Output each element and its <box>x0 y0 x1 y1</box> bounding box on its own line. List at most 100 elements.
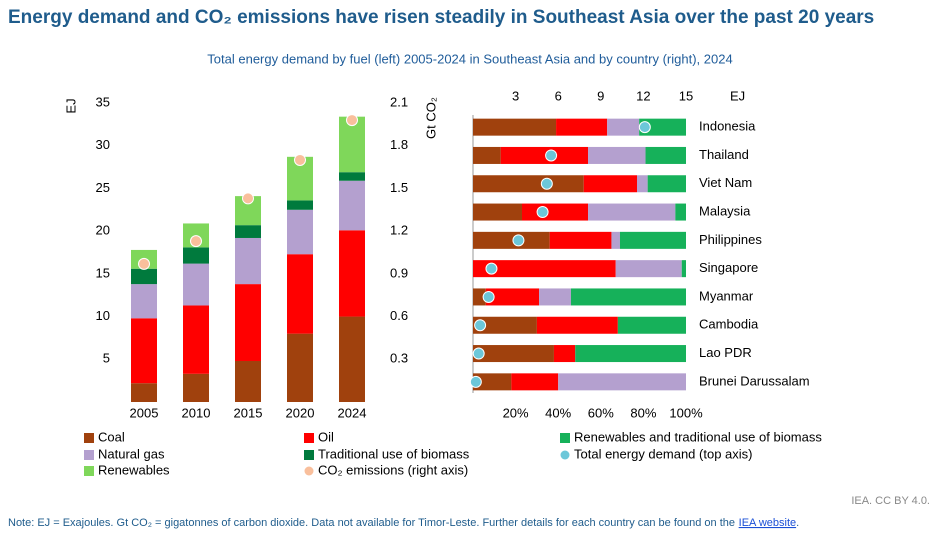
bar-segment <box>553 345 576 363</box>
x2-tick-label: 12 <box>636 88 650 103</box>
y2-tick-label: 0.6 <box>390 308 408 323</box>
bar-segment <box>521 203 589 221</box>
bar-segment <box>588 203 676 221</box>
co2-dot <box>190 235 202 248</box>
y-tick-label: 15 <box>96 265 110 280</box>
category-label: Viet Nam <box>699 175 752 190</box>
bar-segment <box>131 284 157 319</box>
bar-segment <box>647 175 686 193</box>
bar-segment <box>645 146 686 164</box>
bar-segment <box>539 288 571 306</box>
bar-segment <box>131 268 157 285</box>
bar-segment <box>287 209 313 255</box>
x2-tick-label: 6 <box>555 88 562 103</box>
x-tick-label: 2005 <box>130 405 159 420</box>
x-tick-label: 2020 <box>286 405 315 420</box>
category-label: Philippines <box>699 232 762 247</box>
demand-dot <box>482 290 495 303</box>
x-tick-label: 2010 <box>182 405 211 420</box>
category-label: Brunei Darussalam <box>699 373 810 388</box>
bar-segment <box>473 175 584 193</box>
bar-segment <box>339 230 365 317</box>
bar-segment <box>473 373 512 391</box>
bar-segment <box>473 345 554 363</box>
demand-dot <box>540 177 553 190</box>
demand-dot <box>512 234 525 247</box>
bar-segment <box>675 203 686 221</box>
category-label: Indonesia <box>699 119 756 134</box>
y-tick-label: 10 <box>96 308 110 323</box>
x-tick-label: 60% <box>588 405 614 420</box>
bar-segment <box>639 118 686 136</box>
bar-segment <box>287 254 313 334</box>
bar-segment <box>235 225 261 238</box>
bar-segment <box>473 288 486 306</box>
demand-dot <box>536 206 549 219</box>
bar-segment <box>183 373 209 402</box>
bar-segment <box>339 316 365 402</box>
x-tick-label: 40% <box>545 405 571 420</box>
legend-marker <box>304 450 314 460</box>
y-axis-label: EJ <box>63 98 78 113</box>
category-label: Cambodia <box>699 317 759 332</box>
legend-label: Renewables <box>98 462 170 477</box>
bar-segment <box>617 316 686 334</box>
bar-segment <box>235 360 261 402</box>
legend-label: Oil <box>318 429 334 444</box>
co2-dot <box>242 192 254 205</box>
bar-segment <box>131 383 157 402</box>
bar-segment <box>611 231 620 249</box>
bar-segment <box>339 172 365 181</box>
legend-marker <box>84 433 94 443</box>
legend-marker <box>84 466 94 476</box>
note-end: . <box>796 517 799 529</box>
legend-marker <box>304 433 314 443</box>
legend-label: CO₂ emissions (right axis) <box>318 462 468 477</box>
category-label: Thailand <box>699 147 749 162</box>
note-text: Note: EJ = Exajoules. Gt CO₂ = gigatonne… <box>8 517 735 529</box>
title: Energy demand and CO₂ emissions have ris… <box>8 7 874 28</box>
legend-marker <box>84 450 94 460</box>
subtitle: Total energy demand by fuel (left) 2005-… <box>207 51 732 66</box>
bar-segment <box>473 146 501 164</box>
x-tick-label: 100% <box>669 405 703 420</box>
bar-segment <box>235 284 261 361</box>
bar-segment <box>500 146 589 164</box>
bar-segment <box>473 260 616 278</box>
bar-segment <box>287 333 313 402</box>
note-link[interactable]: IEA website <box>739 517 796 529</box>
x-tick-label: 2015 <box>234 405 263 420</box>
bar-segment <box>287 200 313 210</box>
x-tick-label: 20% <box>503 405 529 420</box>
bar-segment <box>183 247 209 264</box>
category-label: Lao PDR <box>699 345 752 360</box>
bar-segment <box>583 175 638 193</box>
legend-marker <box>560 450 570 460</box>
x2-tick-label: 9 <box>597 88 604 103</box>
legend-label: Coal <box>98 429 125 444</box>
demand-dot <box>472 347 485 360</box>
co2-dot <box>138 257 150 270</box>
bar-segment <box>183 305 209 374</box>
y2-tick-label: 0.9 <box>390 265 408 280</box>
y2-tick-label: 1.5 <box>390 180 408 195</box>
bar-segment <box>536 316 618 334</box>
legend-marker <box>304 466 314 476</box>
demand-dot <box>638 121 651 134</box>
bar-segment <box>131 318 157 384</box>
legend-label: Natural gas <box>98 446 165 461</box>
bar-segment <box>473 231 550 249</box>
bar-segment <box>473 118 557 136</box>
legend-label: Traditional use of biomass <box>318 446 470 461</box>
bar-segment <box>556 118 608 136</box>
x-tick-label: 2024 <box>338 405 367 420</box>
bar-segment <box>473 203 522 221</box>
demand-dot <box>485 262 498 275</box>
category-label: Singapore <box>699 260 758 275</box>
bar-segment <box>570 288 686 306</box>
x2-tick-label: 15 <box>679 88 693 103</box>
y2-tick-label: 1.2 <box>390 223 408 238</box>
demand-dot <box>545 149 558 162</box>
category-label: Malaysia <box>699 203 751 218</box>
